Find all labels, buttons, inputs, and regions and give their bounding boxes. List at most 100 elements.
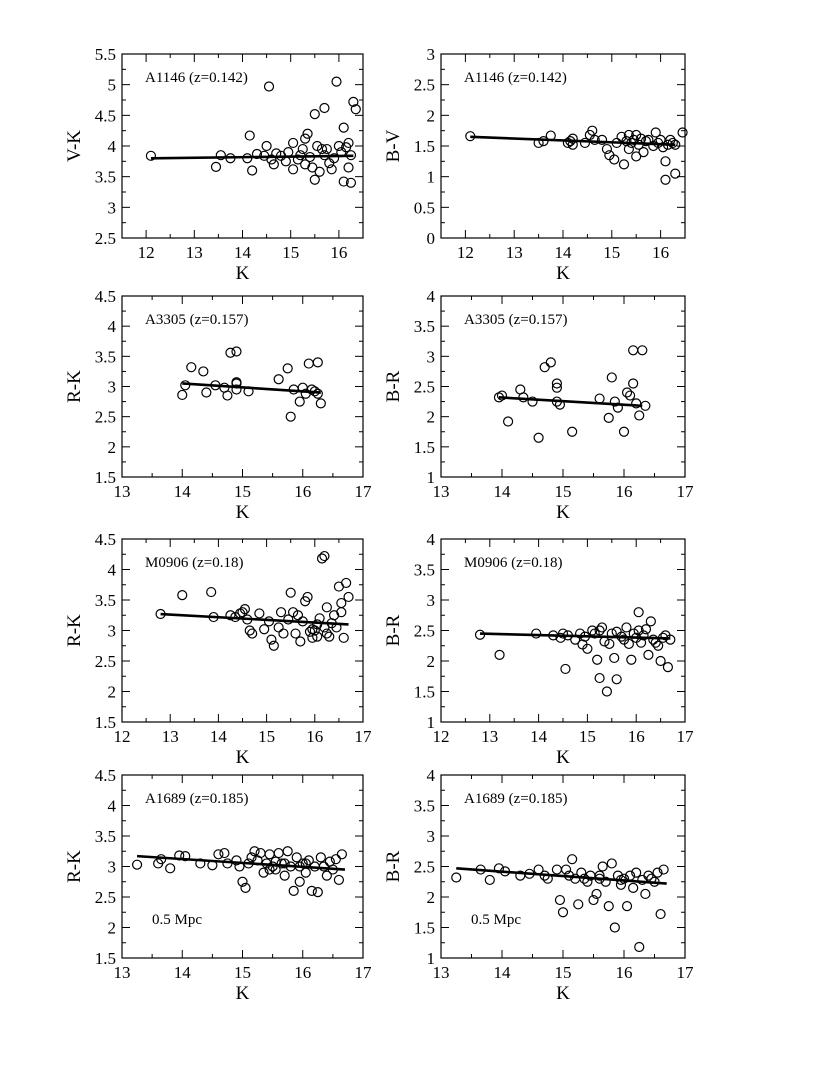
- data-point: [551, 864, 563, 875]
- data-point: [563, 870, 575, 881]
- data-point: [231, 384, 242, 395]
- data-point: [247, 165, 258, 176]
- x-tick-label: 14: [174, 963, 192, 982]
- data-point: [603, 901, 614, 912]
- data-point: [631, 398, 642, 409]
- data-point: [615, 874, 627, 886]
- x-tick-label: 15: [282, 243, 299, 262]
- data-point: [518, 392, 529, 403]
- x-tick-label: 17: [677, 482, 695, 501]
- data-point: [259, 624, 270, 635]
- x-tick-label: 16: [306, 727, 323, 746]
- data-point: [273, 847, 284, 859]
- y-tick-label: 4: [427, 766, 436, 785]
- y-tick-label: 4: [108, 137, 117, 156]
- data-point: [624, 390, 636, 401]
- y-tick-label: 1.5: [414, 137, 435, 156]
- data-point: [246, 852, 257, 863]
- y-axis-title: V-K: [64, 130, 85, 162]
- cluster-annotation: A1146 (z=0.142): [145, 70, 248, 86]
- data-point: [336, 607, 347, 618]
- data-point: [616, 631, 627, 642]
- y-tick-label: 2.5: [95, 408, 116, 427]
- data-point: [655, 908, 666, 920]
- y-tick-label: 3: [108, 622, 117, 641]
- data-point: [306, 885, 317, 897]
- data-point: [631, 867, 642, 878]
- data-point: [621, 901, 633, 912]
- data-point: [579, 631, 591, 642]
- data-point: [295, 150, 306, 161]
- data-point: [225, 347, 236, 358]
- data-point: [562, 630, 573, 641]
- data-point: [527, 396, 538, 407]
- y-tick-label: 2.5: [414, 76, 435, 95]
- data-point: [302, 591, 313, 603]
- x-tick-label: 14: [494, 963, 512, 982]
- data-point: [198, 366, 209, 377]
- data-point: [309, 386, 320, 397]
- y-tick-label: 4: [427, 287, 436, 306]
- data-point: [493, 392, 505, 403]
- data-point: [538, 135, 549, 147]
- y-tick-label: 4.5: [95, 766, 116, 785]
- panel-a1146-bv: 12 13 14 15 16 0 0.5 1 1.5 2 2.5 3 K B-V A1146 (z=0.14…: [383, 45, 688, 284]
- panel-a1689-br: 13 14 15 16 17 1 1.5 2 2.5 3 3.5 4 K B-R A1689 (z=0.18…: [383, 766, 694, 1004]
- data-point: [180, 380, 191, 391]
- data-point: [560, 663, 571, 675]
- data-point: [621, 622, 632, 633]
- y-tick-label: 2.5: [414, 378, 435, 397]
- data-point: [321, 870, 332, 881]
- data-point: [264, 864, 275, 875]
- data-point: [297, 616, 308, 627]
- y-tick-label: 4.5: [95, 530, 116, 549]
- data-point: [283, 147, 294, 158]
- x-axis-title: K: [556, 747, 570, 768]
- y-axis-title: B-V: [383, 129, 404, 162]
- data-point: [312, 357, 323, 368]
- y-tick-label: 2.5: [414, 858, 435, 877]
- y-tick-label: 1.5: [95, 949, 116, 968]
- data-point: [648, 634, 659, 645]
- y-tick-label: 5: [108, 76, 117, 95]
- cluster-annotation: A1689 (z=0.185): [464, 791, 567, 807]
- data-point: [557, 907, 569, 918]
- cluster-annotation: A3305 (z=0.157): [145, 312, 248, 328]
- data-point: [321, 143, 332, 155]
- data-point: [318, 861, 329, 872]
- data-point: [609, 922, 620, 933]
- data-point: [631, 151, 642, 162]
- data-point: [258, 867, 269, 878]
- data-point: [643, 134, 654, 145]
- data-point: [650, 127, 661, 138]
- y-tick-label: 4: [108, 317, 117, 336]
- data-point: [465, 131, 476, 142]
- data-point: [662, 139, 674, 150]
- data-point: [343, 162, 354, 173]
- data-point: [618, 159, 630, 170]
- data-point: [242, 153, 253, 164]
- x-tick-label: 13: [433, 963, 450, 982]
- data-point: [560, 864, 572, 875]
- data-point: [653, 640, 664, 651]
- data-point: [263, 616, 275, 627]
- data-point: [618, 426, 630, 437]
- data-point: [533, 432, 544, 443]
- data-point: [503, 416, 514, 427]
- data-point: [677, 127, 688, 138]
- data-point: [270, 856, 281, 867]
- data-point: [635, 133, 647, 144]
- x-tick-label: 15: [258, 727, 275, 746]
- x-tick-label: 13: [481, 727, 498, 746]
- data-point: [206, 586, 217, 598]
- data-point: [333, 874, 344, 886]
- data-point: [312, 631, 323, 642]
- data-point: [295, 636, 306, 647]
- data-point: [609, 396, 620, 407]
- data-point: [273, 374, 284, 385]
- data-point: [261, 140, 272, 152]
- data-point: [628, 345, 639, 356]
- data-point: [591, 888, 602, 900]
- data-point: [239, 604, 251, 615]
